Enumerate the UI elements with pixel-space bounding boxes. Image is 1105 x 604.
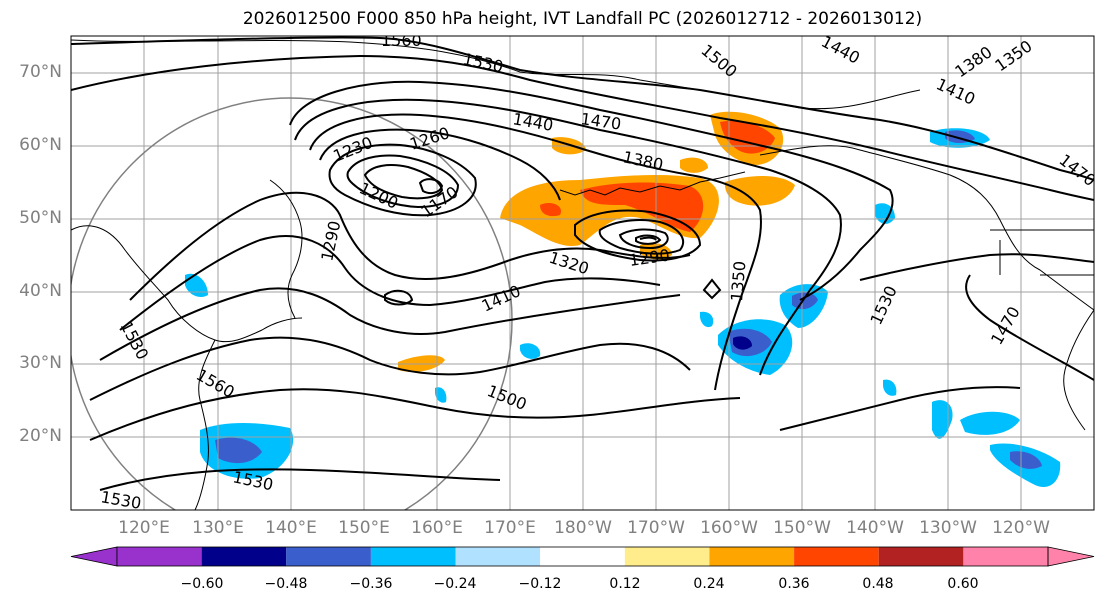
- lon-label: 160°E: [411, 518, 463, 538]
- contour-label: 1500: [697, 41, 740, 82]
- lat-label: 60°N: [19, 135, 62, 155]
- colorbar-extend-right: [1047, 546, 1095, 567]
- colorbar-tick: 0.12: [609, 576, 641, 592]
- contour-label: 1530: [461, 49, 505, 76]
- contour-label: 1530: [866, 283, 900, 328]
- colorbar-tick: −0.36: [349, 576, 393, 592]
- contour-label: 1470: [1056, 150, 1100, 190]
- contour-label: 1170: [417, 182, 461, 221]
- contour-label: 1290: [628, 245, 671, 269]
- map-plot-area: 1560 1530 1500 1440 1470 1380 1230 1260 …: [71, 31, 1100, 513]
- contour-label: 1410: [933, 74, 978, 108]
- colorbar-tick: −0.60: [180, 576, 224, 592]
- contour-label: 1230: [330, 133, 375, 166]
- contour-label: 1530: [116, 318, 152, 363]
- colorbar-tick: −0.48: [264, 576, 308, 592]
- graticule: [71, 36, 1094, 510]
- colorbar-tick: 0.24: [693, 576, 725, 592]
- colorbar-segment: [624, 547, 710, 566]
- colorbar-segment: [878, 547, 964, 566]
- contour-label: 1380: [621, 147, 665, 174]
- map-frame: [70, 35, 1095, 511]
- lon-label: 170°E: [484, 518, 536, 538]
- colorbar-tick: 0.60: [947, 576, 979, 592]
- colorbar-segment: [963, 547, 1048, 566]
- colorbar-segment: [709, 547, 795, 566]
- colorbar-segment: [117, 547, 202, 566]
- colorbar-segment: [455, 547, 541, 566]
- colorbar-tick: 0.48: [862, 576, 894, 592]
- contour-label: 1470: [987, 303, 1024, 348]
- ivt-positive-shading: [398, 111, 795, 372]
- contour-label: 1350: [727, 260, 749, 302]
- colorbar-tick: −0.24: [433, 576, 477, 592]
- contour-label: 1200: [356, 178, 401, 212]
- contour-label: 1380: [951, 42, 995, 81]
- colorbar-segment: [286, 547, 371, 566]
- map-title: 2026012500 F000 850 hPa height, IVT Land…: [242, 9, 923, 29]
- lon-label: 170°W: [627, 518, 685, 538]
- lat-label: 40°N: [19, 281, 62, 301]
- lon-label: 130°E: [192, 518, 244, 538]
- height-contours: [71, 36, 1094, 491]
- contour-label: 1560: [381, 31, 422, 50]
- contour-label: 1350: [991, 36, 1035, 75]
- contour-label: 1260: [407, 123, 452, 154]
- lat-label: 70°N: [19, 62, 62, 82]
- colorbar-segment: [794, 547, 879, 566]
- lat-label: 50°N: [19, 208, 62, 228]
- contour-label: 1290: [317, 219, 344, 263]
- colorbar-segment: [540, 547, 625, 566]
- lon-label: 130°W: [919, 518, 977, 538]
- colorbar-segment: [370, 547, 456, 566]
- lat-label: 30°N: [19, 353, 62, 373]
- lon-label: 120°E: [118, 518, 170, 538]
- contour-label: 1410: [479, 281, 524, 315]
- colorbar-tick: 0.36: [778, 576, 810, 592]
- contour-label: 1320: [547, 248, 592, 279]
- lat-label: 20°N: [19, 426, 62, 446]
- lon-label: 120°W: [992, 518, 1050, 538]
- contour-label: 1440: [818, 32, 863, 68]
- lon-label: 140°W: [846, 518, 904, 538]
- contour-label: 1500: [485, 381, 530, 414]
- colorbar-segment: [201, 547, 287, 566]
- colorbar-outline: [116, 546, 1049, 567]
- colorbar-extend-left: [70, 546, 118, 567]
- lon-label: 140°E: [265, 518, 317, 538]
- contour-label: 1530: [99, 487, 142, 513]
- lon-label: 150°W: [773, 518, 831, 538]
- lon-label: 160°W: [700, 518, 758, 538]
- lon-label: 180°W: [554, 518, 612, 538]
- colorbar: [70, 546, 1095, 567]
- lon-label: 150°E: [338, 518, 390, 538]
- colorbar-tick: −0.12: [518, 576, 562, 592]
